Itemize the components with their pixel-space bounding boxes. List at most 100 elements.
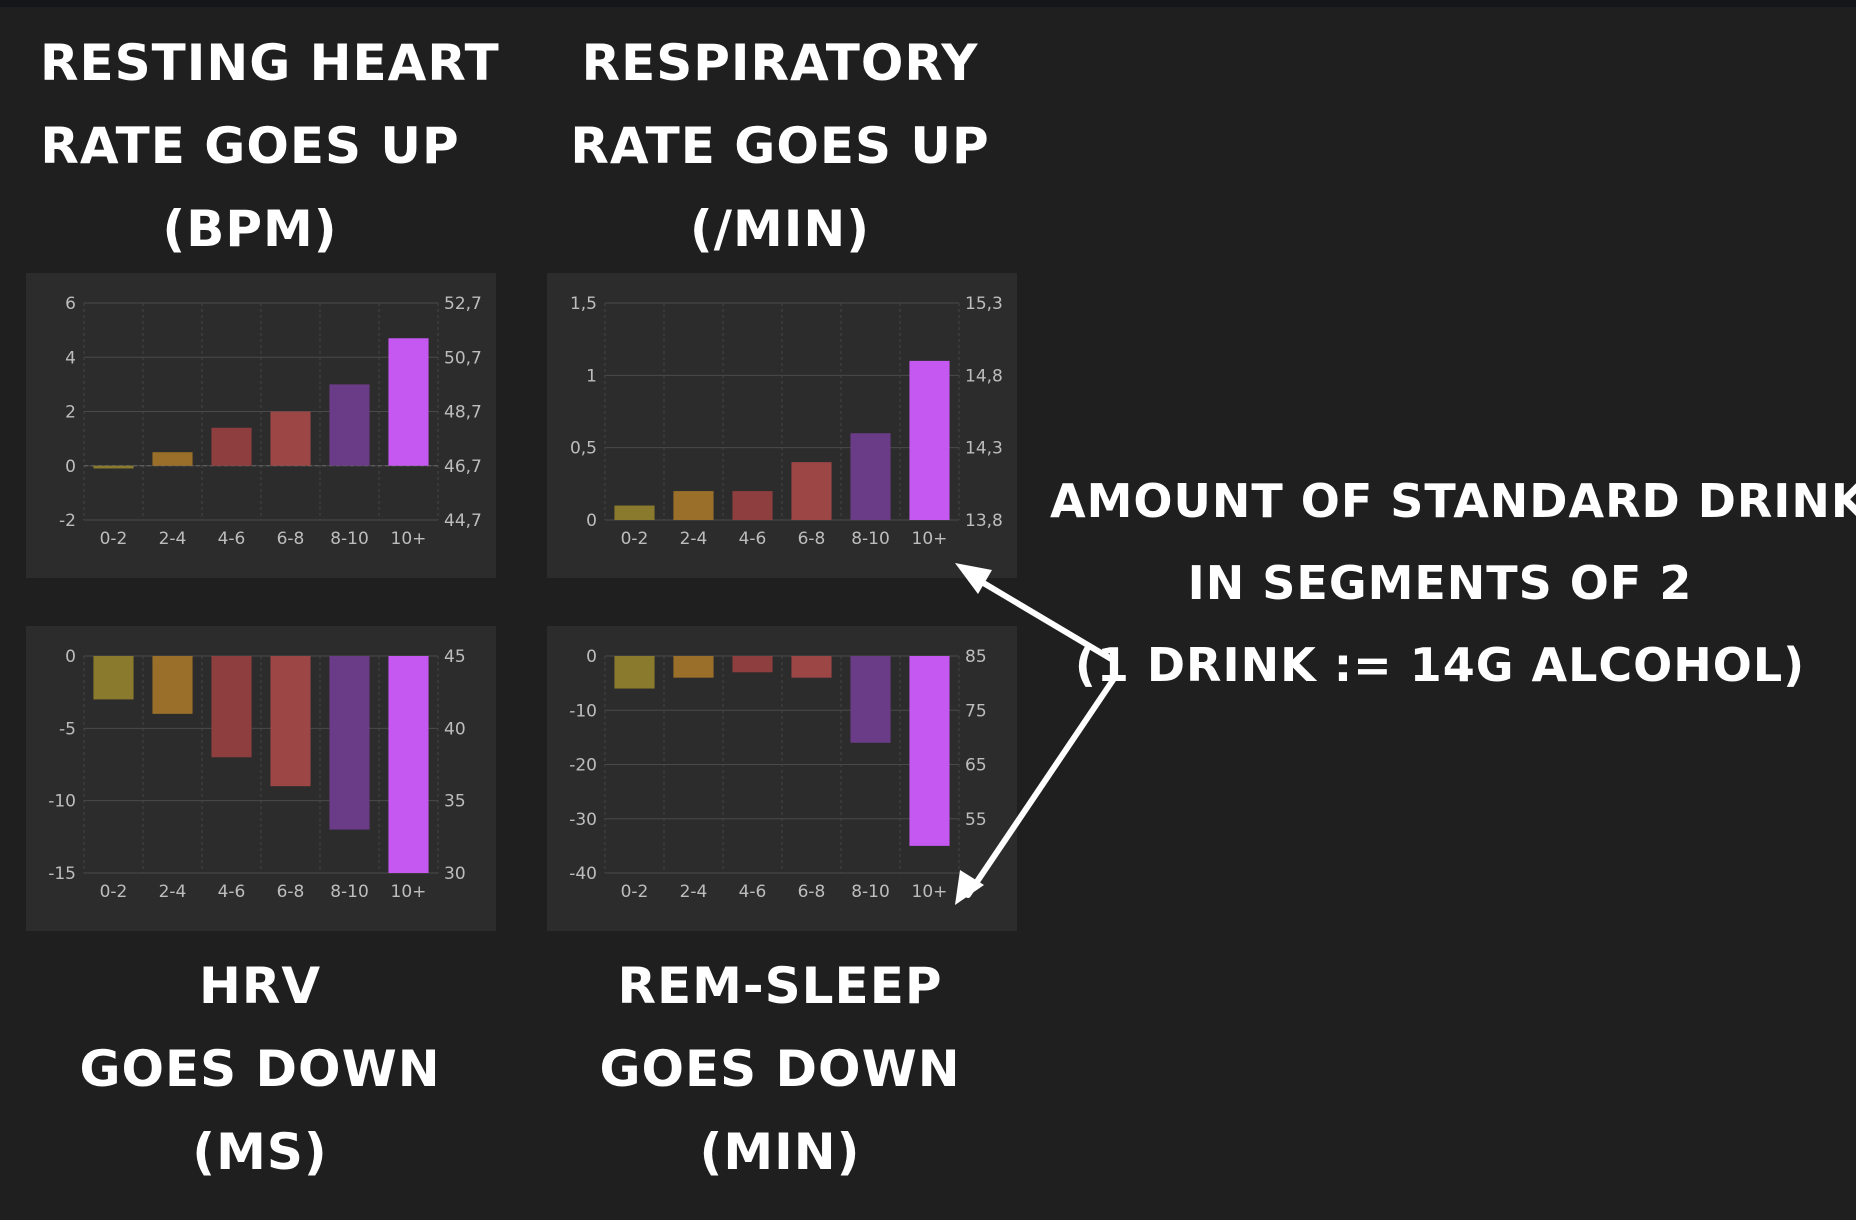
bar-0-2 (614, 505, 655, 520)
arrow-up-head (955, 563, 992, 594)
x-tick-label: 8-10 (851, 882, 890, 902)
bar-2-4 (152, 656, 193, 714)
y2-tick-label: 14,8 (965, 366, 1003, 386)
bar-0-2 (93, 465, 134, 469)
y-tick-label: -30 (569, 810, 597, 830)
y-tick-label: -10 (569, 701, 597, 721)
bar-4-6 (732, 656, 773, 673)
y2-tick-label: 65 (965, 756, 987, 776)
y-tick-label: 0 (586, 511, 597, 531)
y2-tick-label: 14,3 (965, 439, 1003, 459)
y2-tick-label: 52,7 (444, 294, 482, 314)
resp-title-line-3: (/MIN) (689, 200, 871, 258)
rhr-title-line-2: RATE GOES UP (40, 117, 460, 175)
y2-tick-label: 48,7 (444, 403, 482, 423)
bar-2-4 (673, 656, 714, 678)
x-tick-label: 4-6 (218, 529, 246, 549)
top-strip (0, 0, 1856, 7)
arrow-up-line (967, 572, 1116, 663)
arrow-down-head (955, 870, 984, 905)
bar-0-2 (614, 656, 655, 689)
y2-tick-label: 35 (444, 792, 466, 812)
bar-8-10 (850, 433, 891, 520)
y2-tick-label: 50,7 (444, 348, 482, 368)
y2-tick-label: 44,7 (444, 511, 482, 531)
annotation-line-1: AMOUNT OF STANDARD DRINKS (1050, 474, 1856, 528)
y-tick-label: 2 (65, 403, 76, 423)
rhr-title-line-3: (BPM) (162, 200, 338, 258)
x-tick-label: 4-6 (739, 529, 767, 549)
x-tick-label: 0-2 (100, 529, 128, 549)
x-tick-label: 6-8 (798, 882, 826, 902)
annotation-line-3: (1 DRINK := 14G ALCOHOL) (1074, 638, 1806, 692)
x-tick-label: 6-8 (277, 882, 305, 902)
bar-6-8 (270, 656, 311, 787)
drinks-annotation: AMOUNT OF STANDARD DRINKS IN SEGMENTS OF… (1050, 460, 1856, 706)
hrv-title-line-3: (MS) (192, 1123, 328, 1181)
x-tick-label: 0-2 (621, 882, 649, 902)
y2-tick-label: 55 (965, 810, 987, 830)
rem-title-line-2: GOES DOWN (599, 1040, 961, 1098)
y-tick-label: -40 (569, 864, 597, 884)
bar-6-8 (791, 462, 832, 520)
resp-title-line-1: RESPIRATORY (581, 34, 979, 92)
x-tick-label: 10+ (391, 529, 427, 549)
y2-tick-label: 13,8 (965, 511, 1003, 531)
y-tick-label: 1 (586, 366, 597, 386)
bar-8-10 (329, 656, 370, 830)
rem-chart: -40 -30 -20 -10 0 55 65 75 85 0-2 2-4 4-6 6-8 8-10 10+ (547, 626, 1017, 931)
hrv-chart: -15 -10 -5 0 30 35 40 45 0-2 2-4 4-6 6-8 8-10 10+ (26, 626, 496, 931)
y-tick-label: 0 (65, 647, 76, 667)
bar-2-4 (152, 452, 193, 466)
bar-8-10 (850, 656, 891, 743)
rem-title-line-3: (MIN) (699, 1123, 861, 1181)
x-tick-label: 10+ (912, 882, 948, 902)
x-tick-label: 6-8 (277, 529, 305, 549)
x-tick-label: 2-4 (680, 882, 708, 902)
bar-4-6 (211, 656, 252, 758)
x-tick-label: 8-10 (330, 529, 369, 549)
y-tick-label: 4 (65, 348, 76, 368)
rhr-title: RESTING HEART RATE GOES UP (BPM) (40, 22, 499, 271)
x-tick-label: 4-6 (739, 882, 767, 902)
rem-title-line-1: REM-SLEEP (617, 957, 943, 1015)
bar-0-2 (93, 656, 134, 700)
hrv-title-line-1: HRV (198, 957, 322, 1015)
y2-tick-label: 46,7 (444, 457, 482, 477)
y-tick-label: 0 (586, 647, 597, 667)
bar-10+ (909, 656, 950, 846)
y2-tick-label: 75 (965, 701, 987, 721)
hrv-title-line-2: GOES DOWN (79, 1040, 441, 1098)
y-tick-label: -10 (48, 792, 76, 812)
y2-tick-label: 40 (444, 719, 466, 739)
y2-tick-label: 30 (444, 864, 466, 884)
x-tick-label: 2-4 (159, 882, 187, 902)
bar-6-8 (791, 656, 832, 678)
bar-2-4 (673, 491, 714, 520)
y-tick-label: -20 (569, 756, 597, 776)
bar-10+ (388, 338, 429, 466)
hrv-title: HRV GOES DOWN (MS) (40, 945, 480, 1194)
y-tick-label: 0,5 (570, 439, 597, 459)
y-tick-label: -5 (59, 719, 76, 739)
y-tick-label: 1,5 (570, 294, 597, 314)
y-tick-label: 6 (65, 294, 76, 314)
bar-4-6 (211, 427, 252, 466)
annotation-line-2: IN SEGMENTS OF 2 (1187, 556, 1693, 610)
resp-title-line-2: RATE GOES UP (570, 117, 990, 175)
x-tick-label: 10+ (391, 882, 427, 902)
resp-chart: 0 0,5 1 1,5 13,8 14,3 14,8 15,3 0-2 2-4 4-6 6-8 8-10… (547, 273, 1017, 578)
bar-8-10 (329, 384, 370, 466)
y-tick-label: -15 (48, 864, 76, 884)
rhr-chart: -2 0 2 4 6 44,7 46,7 48,7 50,7 52,7 0-2 2-4 4-6 6-8 8-… (26, 273, 496, 578)
x-tick-label: 2-4 (159, 529, 187, 549)
bar-10+ (909, 360, 950, 520)
bar-10+ (388, 656, 429, 873)
x-tick-label: 4-6 (218, 882, 246, 902)
resp-title: RESPIRATORY RATE GOES UP (/MIN) (570, 22, 990, 271)
x-tick-label: 0-2 (100, 882, 128, 902)
x-tick-label: 10+ (912, 529, 948, 549)
arrow-down-line (965, 677, 1116, 898)
x-tick-label: 6-8 (798, 529, 826, 549)
